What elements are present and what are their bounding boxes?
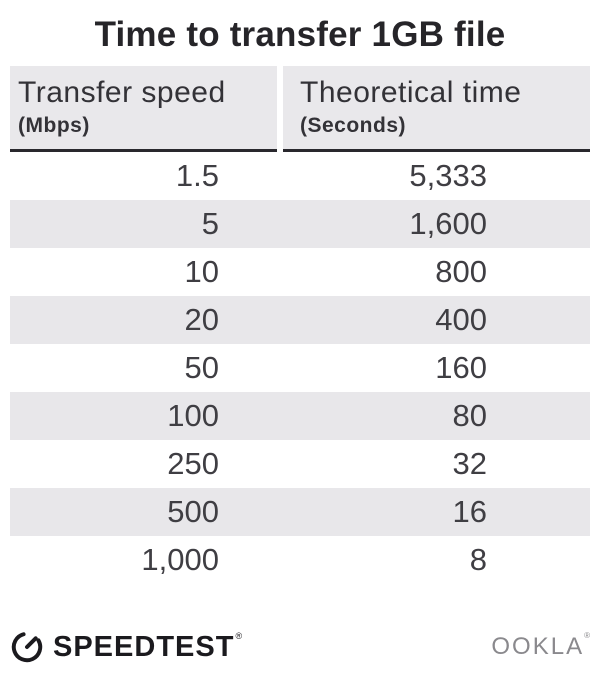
registered-trademark-icon: ® [235,631,243,641]
page-title: Time to transfer 1GB file [94,15,506,54]
cell-theoretical-time: 160 [435,350,487,385]
table-row: 500 16 [10,488,590,536]
column-label: Transfer speed [18,76,226,109]
cell-theoretical-time: 5,333 [409,158,487,193]
table-row: 1,000 8 [10,536,590,584]
cell-transfer-speed: 1.5 [175,158,219,193]
cell-theoretical-time: 80 [452,398,487,433]
cell-transfer-speed: 250 [167,446,219,481]
cell-transfer-speed: 50 [184,350,219,385]
column-header-theoretical-time: Theoretical time (Seconds) [283,66,590,152]
table-row: 100 80 [10,392,590,440]
table-header: Transfer speed (Mbps) Theoretical time (… [10,66,590,152]
ookla-logo: OOKLA ® [491,631,590,661]
speedtest-gauge-icon [11,632,43,663]
cell-transfer-speed: 100 [167,398,219,433]
footer: SPEEDTEST ® OOKLA ® [10,630,590,664]
cell-theoretical-time: 400 [435,302,487,337]
table-row: 20 400 [10,296,590,344]
cell-theoretical-time: 32 [452,446,487,481]
speedtest-wordmark: SPEEDTEST [53,630,235,663]
table-row: 5 1,600 [10,200,590,248]
cell-theoretical-time: 16 [452,494,487,529]
column-unit: (Mbps) [18,114,90,137]
table-row: 250 32 [10,440,590,488]
cell-transfer-speed: 5 [201,206,219,241]
table-row: 10 800 [10,248,590,296]
table-body: 1.5 5,333 5 1,600 10 800 20 400 50 160 1… [10,152,590,584]
speedtest-logo: SPEEDTEST ® [10,630,242,664]
cell-transfer-speed: 10 [184,254,219,289]
cell-theoretical-time: 8 [469,542,487,577]
cell-theoretical-time: 1,600 [409,206,487,241]
cell-transfer-speed: 20 [184,302,219,337]
table-row: 1.5 5,333 [10,152,590,200]
ookla-wordmark: OOKLA [491,633,585,660]
cell-theoretical-time: 800 [435,254,487,289]
column-label: Theoretical time [300,76,522,109]
cell-transfer-speed: 1,000 [141,542,219,577]
column-header-transfer-speed: Transfer speed (Mbps) [10,66,277,152]
table-row: 50 160 [10,344,590,392]
column-unit: (Seconds) [300,114,407,137]
registered-trademark-icon: ® [584,631,590,640]
cell-transfer-speed: 500 [167,494,219,529]
